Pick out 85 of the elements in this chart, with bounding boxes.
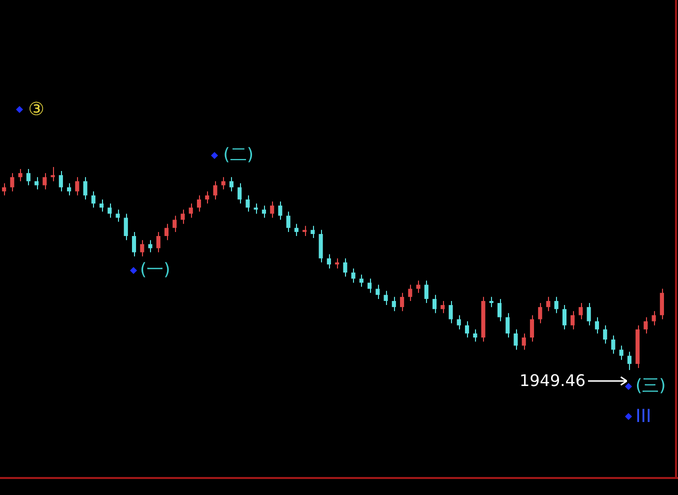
candlestick: [34, 176, 39, 190]
candlestick: [221, 176, 226, 190]
candlestick: [196, 194, 202, 212]
candlestick: [586, 302, 591, 326]
candlestick: [522, 332, 526, 350]
candlestick: [83, 176, 88, 200]
candlestick: [270, 201, 274, 218]
candlestick: [644, 316, 648, 334]
candlestick: [254, 203, 258, 214]
candlestick: [278, 201, 282, 220]
candlestick: [91, 190, 96, 208]
candlestick: [124, 213, 128, 241]
candlestick: [660, 288, 664, 320]
candlestick: [132, 231, 136, 257]
candlestick: [172, 215, 177, 232]
text: ③: [28, 99, 44, 120]
candlestick: [489, 296, 494, 308]
candlestick: [140, 240, 144, 257]
candlestick: [554, 296, 558, 314]
candlestick: [294, 223, 298, 237]
candlestick: [67, 182, 72, 196]
candlestick: [368, 278, 372, 294]
candlestick: [116, 209, 120, 222]
candlestick: [26, 168, 30, 186]
candlestick: [188, 203, 193, 218]
annotation: (一): [140, 260, 170, 280]
candlestick: [603, 324, 608, 344]
candlestick: [400, 292, 404, 312]
candlestick: [408, 284, 412, 302]
candlestick: [229, 176, 234, 192]
candlestick: [538, 302, 542, 324]
candlestick: [164, 223, 169, 241]
candlestick: [432, 294, 437, 314]
candlestick: [578, 302, 583, 320]
candlestick: [58, 170, 63, 192]
candlestick: [75, 176, 80, 196]
candlestick: [18, 168, 22, 182]
candlestick: [335, 258, 340, 269]
text: III: [635, 406, 652, 427]
candlestick: [326, 254, 331, 269]
candlestick: [562, 304, 567, 330]
candlestick: [594, 316, 599, 334]
candlestick: [448, 300, 453, 324]
candlestick: [108, 203, 112, 218]
candlestick: [570, 310, 575, 330]
candlestick: [343, 258, 348, 278]
candlestick: [473, 328, 478, 342]
candlestick: [148, 240, 152, 253]
candlestick: [10, 172, 14, 192]
candlestick: [359, 274, 364, 288]
candlestick: [246, 194, 250, 212]
text: (三): [635, 376, 666, 396]
candlestick: [213, 180, 218, 200]
candlestick: [514, 328, 518, 350]
candlestick: [652, 310, 656, 326]
candlestick: [42, 172, 47, 190]
candlestick: [464, 320, 470, 338]
candlestick: [497, 298, 502, 322]
candlestick: [262, 205, 266, 218]
candlestick: [440, 300, 445, 314]
candlestick: [456, 314, 461, 330]
candlestick: [530, 314, 534, 342]
candlestick: [546, 296, 550, 312]
text: 1949.46: [519, 371, 586, 390]
candlestick: [611, 334, 616, 354]
candlestick: [180, 209, 185, 224]
candlestick: [384, 290, 388, 306]
candlestick: [205, 190, 210, 204]
candlestick: [424, 280, 428, 304]
candlestick: [2, 182, 6, 196]
text: (二): [223, 145, 254, 166]
candlestick: [506, 312, 510, 338]
candlestick: [302, 225, 307, 237]
candlestick: [286, 211, 290, 232]
candlestick: [50, 166, 55, 182]
candlestick: [619, 345, 624, 360]
candlestick: [627, 351, 632, 370]
candlestick: [416, 280, 420, 294]
candlestick: [392, 296, 396, 312]
candlestick: [156, 231, 160, 253]
candlestick: [99, 198, 104, 212]
candlestick: [310, 225, 315, 239]
candlestick: [238, 182, 242, 204]
candlestick: [351, 268, 356, 284]
candlestick: [376, 284, 380, 300]
